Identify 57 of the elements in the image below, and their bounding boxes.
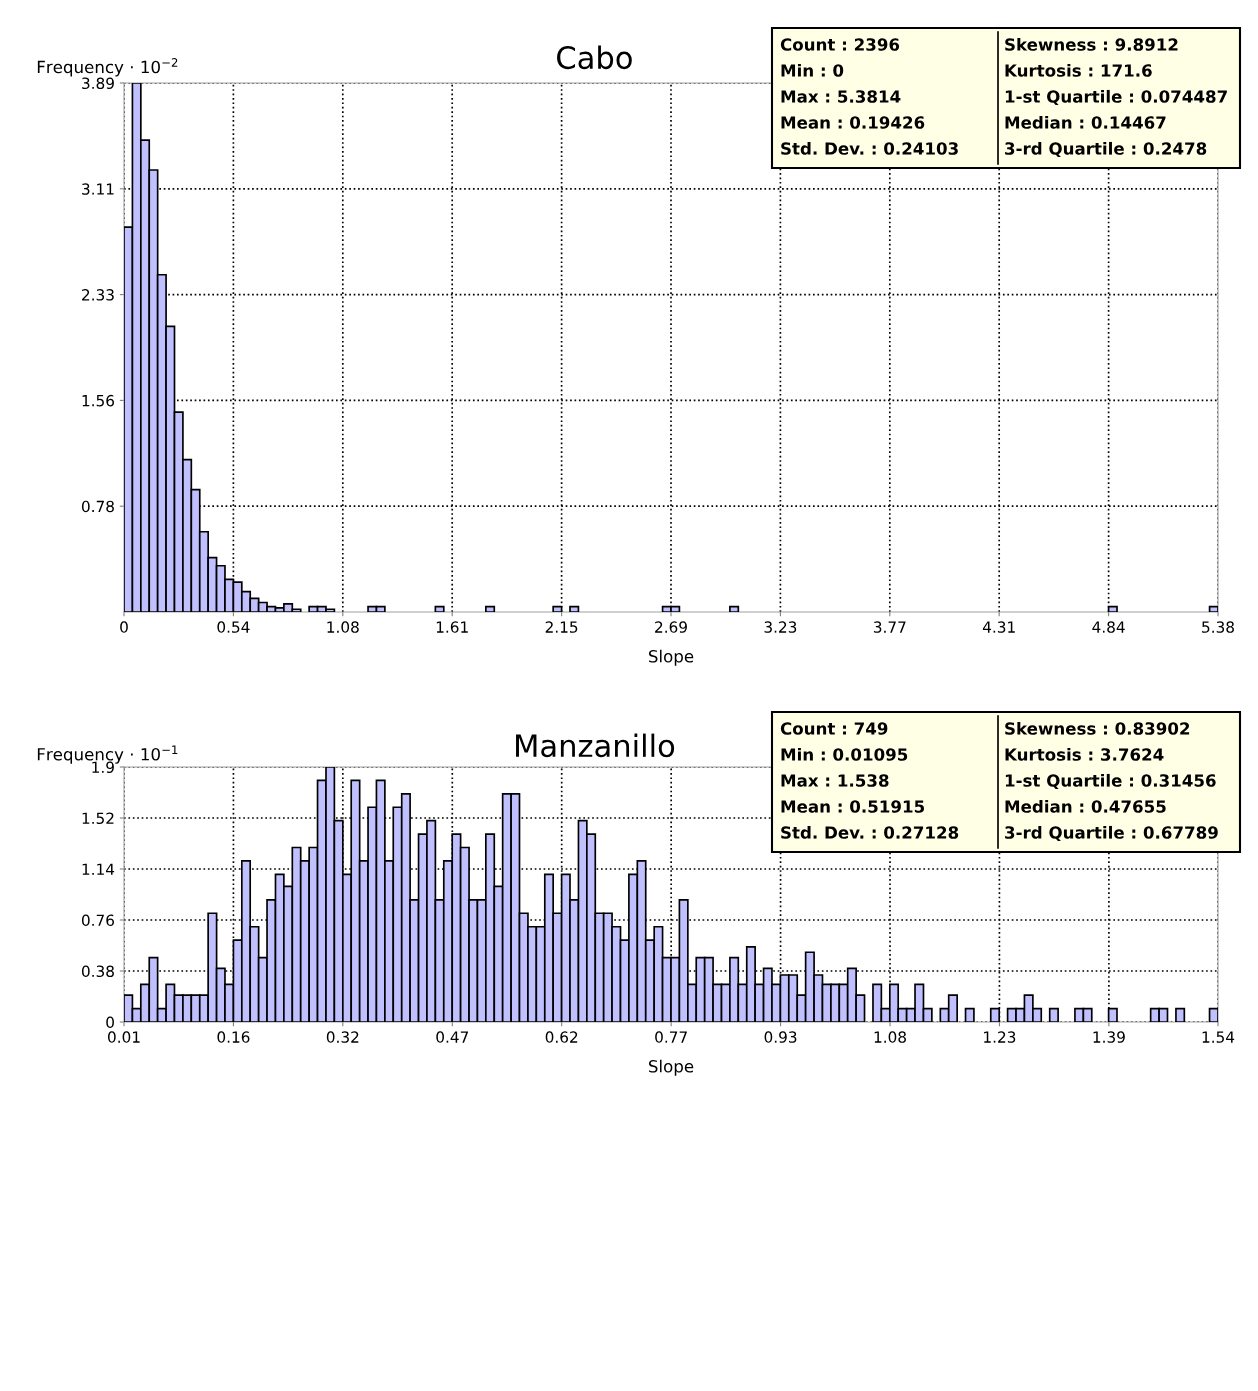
text: Skewness : 0.83902 <box>1005 721 1190 735</box>
x-tick-label: 1.23 <box>984 1031 1016 1043</box>
y-tick-label: 1.56 <box>82 394 115 407</box>
annotation: Mean : 0.19426 <box>781 116 925 129</box>
y-tick-label: 1.52 <box>82 812 114 825</box>
x-axis-title: Slope <box>648 649 694 666</box>
annotation: Mean : 0.51915 <box>781 800 925 813</box>
x-tick-label: 1.08 <box>327 621 359 633</box>
x-tick-label: 0.01 <box>108 1031 140 1043</box>
x-tick-label: 0.62 <box>545 1031 578 1043</box>
x-axis-title: Slope <box>648 1059 694 1076</box>
annotation: 1-st Quartile : 0.074487 <box>1005 89 1227 106</box>
x-tick-label: 3.77 <box>873 621 906 633</box>
annotation: Std. Dev. : 0.24103 <box>781 141 958 155</box>
x-tick-label: 1.39 <box>1093 1031 1125 1043</box>
annotation: Max : 1.538 <box>781 774 889 787</box>
x-tick-label: 0 <box>120 621 128 633</box>
y-tick-label: 2.33 <box>82 289 114 301</box>
chart-title: Cabo <box>557 45 632 70</box>
x-tick-label: 1.54 <box>1202 1031 1235 1043</box>
x-tick-label: 4.84 <box>1092 621 1125 633</box>
y-tick-label: 0.76 <box>81 914 115 927</box>
annotation: 3-rd Quartile : 0.2478 <box>1005 141 1207 158</box>
annotation: 1-st Quartile : 0.31456 <box>1005 773 1216 790</box>
text: Count : 749 <box>780 722 888 735</box>
x-tick-label: 0.93 <box>764 1031 797 1043</box>
x-tick-label: 4.31 <box>982 621 1015 633</box>
y-tick-label: 3.89 <box>82 77 114 90</box>
text: Kurtosis : 171.6 <box>1005 63 1152 77</box>
x-tick-label: 0.32 <box>326 1031 359 1043</box>
y-tick-label: 0 <box>106 1016 114 1029</box>
text: Min : 0.01095 <box>781 747 908 761</box>
text: Skewness : 9.8912 <box>1005 37 1178 51</box>
y-tick-label: 0.78 <box>81 500 114 513</box>
text: Count : 2396 <box>780 38 900 51</box>
x-tick-label: 0.77 <box>655 1031 687 1043</box>
y-axis-title: Frequency · 10$^{−2}$ <box>37 57 178 77</box>
annotation: Std. Dev. : 0.27128 <box>781 825 959 839</box>
x-tick-label: 2.15 <box>545 621 578 633</box>
annotation: Median : 0.14467 <box>1005 115 1166 129</box>
x-tick-label: 5.38 <box>1202 621 1234 633</box>
annotation: 3-rd Quartile : 0.67789 <box>1005 825 1218 842</box>
y-tick-label: 1.14 <box>82 863 115 875</box>
chart-title: Manzanillo <box>516 733 675 758</box>
x-tick-label: 2.69 <box>655 621 687 633</box>
x-tick-label: 0.54 <box>217 621 250 633</box>
annotation: Median : 0.47655 <box>1005 799 1166 813</box>
text: Kurtosis : 3.7624 <box>1005 747 1164 761</box>
annotation: Max : 5.3814 <box>781 90 901 103</box>
x-tick-label: 1.08 <box>874 1031 906 1043</box>
text: Min : 0 <box>781 63 844 77</box>
x-tick-label: 0.16 <box>217 1031 250 1043</box>
x-tick-label: 1.61 <box>436 621 468 633</box>
y-tick-label: 0.38 <box>81 965 114 978</box>
x-tick-label: 3.23 <box>764 621 797 633</box>
x-tick-label: 0.47 <box>436 1031 468 1043</box>
y-tick-label: 3.11 <box>82 183 114 195</box>
